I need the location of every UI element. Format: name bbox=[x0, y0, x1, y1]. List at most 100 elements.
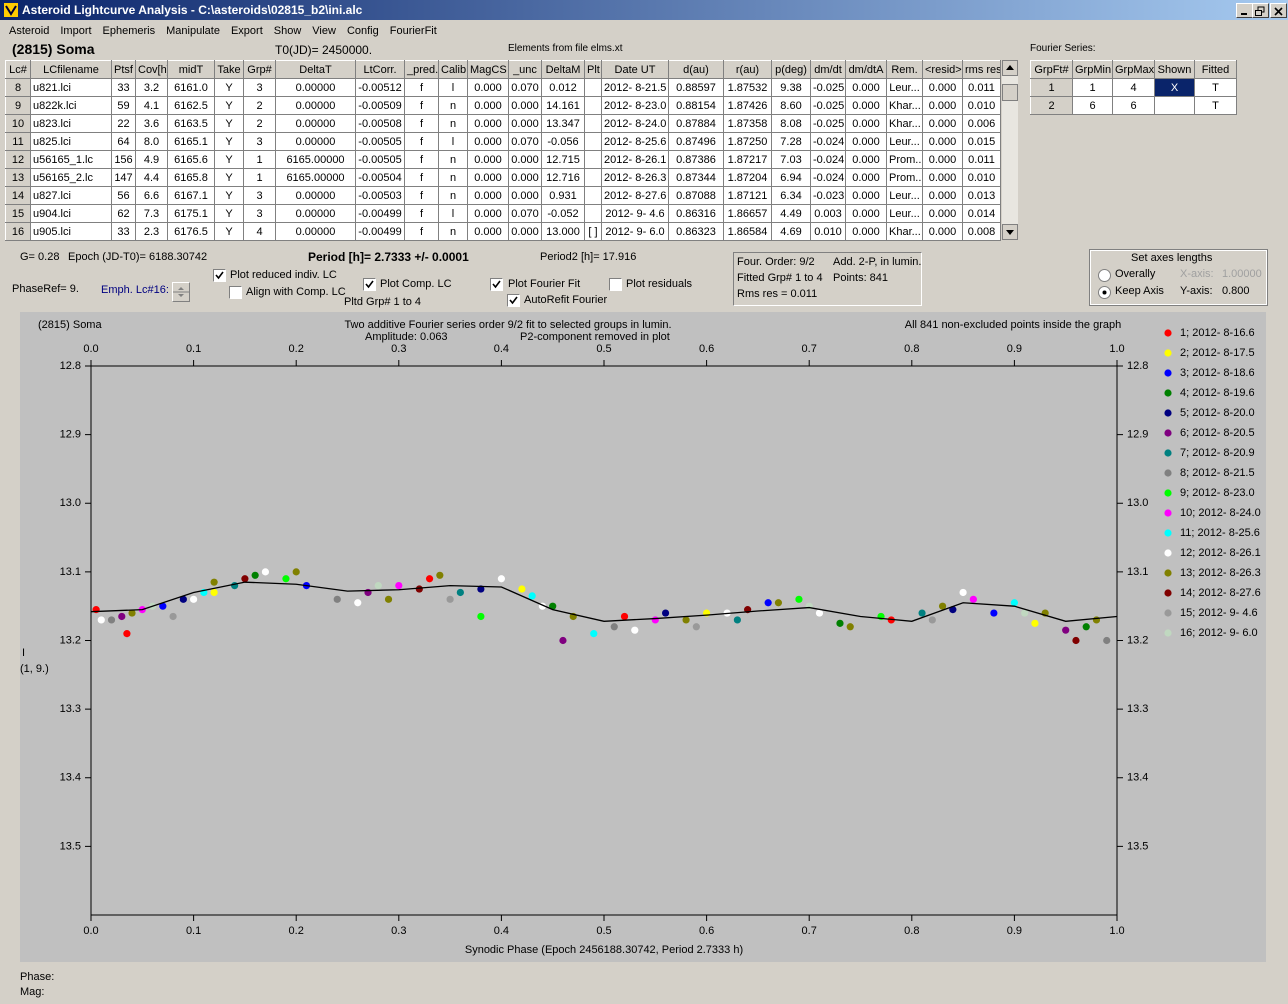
table-cell[interactable]: 0.000 bbox=[508, 222, 542, 241]
table-cell[interactable]: 0.010 bbox=[962, 168, 1001, 187]
table-cell[interactable]: Y bbox=[214, 150, 244, 169]
table-cell[interactable]: 0.000 bbox=[467, 222, 509, 241]
table-cell[interactable]: 1.86584 bbox=[723, 222, 772, 241]
column-header[interactable]: DeltaT bbox=[275, 60, 356, 79]
checkbox[interactable] bbox=[490, 278, 503, 291]
table-cell[interactable]: n bbox=[438, 168, 468, 187]
table-cell[interactable]: u822k.lci bbox=[30, 96, 112, 115]
table-cell[interactable]: 33 bbox=[111, 222, 136, 241]
column-header[interactable]: Rem. bbox=[886, 60, 923, 79]
table-cell[interactable]: 0.000 bbox=[922, 114, 963, 133]
menu-item[interactable]: Ephemeris bbox=[102, 25, 156, 37]
table-cell[interactable]: -0.00508 bbox=[355, 114, 405, 133]
table-cell[interactable]: 0.070 bbox=[508, 204, 542, 223]
menu-item[interactable]: Show bbox=[273, 25, 302, 37]
table-cell[interactable]: 0.000 bbox=[467, 168, 509, 187]
table-cell[interactable]: 10 bbox=[5, 114, 31, 133]
table-cell[interactable]: n bbox=[438, 114, 468, 133]
table-cell[interactable]: 3.6 bbox=[135, 114, 168, 133]
table-cell[interactable]: f bbox=[404, 222, 439, 241]
spin-button[interactable] bbox=[172, 282, 190, 302]
table-cell[interactable]: -0.025 bbox=[810, 114, 846, 133]
table-cell[interactable]: u823.lci bbox=[30, 114, 112, 133]
table-cell[interactable]: 0.013 bbox=[962, 186, 1001, 205]
table-cell[interactable]: 1.87358 bbox=[723, 114, 772, 133]
table-cell[interactable]: n bbox=[438, 150, 468, 169]
table-cell[interactable]: 6176.5 bbox=[167, 222, 215, 241]
column-header[interactable]: midT bbox=[167, 60, 215, 79]
column-header[interactable]: _unc bbox=[508, 60, 542, 79]
table-cell[interactable]: 0.86323 bbox=[668, 222, 724, 241]
table-cell[interactable]: 4.9 bbox=[135, 150, 168, 169]
table-cell[interactable]: 4.4 bbox=[135, 168, 168, 187]
table-cell[interactable]: 13.000 bbox=[541, 222, 585, 241]
column-header[interactable]: _pred. bbox=[404, 60, 439, 79]
table-cell[interactable]: -0.024 bbox=[810, 168, 846, 187]
table-cell[interactable]: 0.000 bbox=[922, 168, 963, 187]
table-cell[interactable]: 6162.5 bbox=[167, 96, 215, 115]
table-cell[interactable]: f bbox=[404, 114, 439, 133]
table-cell[interactable]: 0.88154 bbox=[668, 96, 724, 115]
table-cell[interactable]: Khar... bbox=[886, 222, 923, 241]
checkbox[interactable] bbox=[213, 269, 226, 282]
column-header[interactable]: rms res bbox=[962, 60, 1001, 79]
column-header[interactable]: Calib bbox=[438, 60, 468, 79]
table-cell[interactable]: -0.056 bbox=[541, 132, 585, 151]
table-cell[interactable]: u905.lci bbox=[30, 222, 112, 241]
table-cell[interactable]: T bbox=[1194, 78, 1237, 97]
table-cell[interactable]: 3 bbox=[243, 204, 276, 223]
table-cell[interactable]: 15 bbox=[5, 204, 31, 223]
table-cell[interactable]: 0.000 bbox=[845, 168, 887, 187]
table-cell[interactable]: Y bbox=[214, 114, 244, 133]
menu-item[interactable]: Import bbox=[60, 25, 92, 37]
table-cell[interactable]: 8.0 bbox=[135, 132, 168, 151]
table-cell[interactable]: 3 bbox=[243, 132, 276, 151]
table-cell[interactable]: 2 bbox=[1030, 96, 1073, 115]
table-cell[interactable]: 6 bbox=[1112, 96, 1155, 115]
menu-item[interactable]: View bbox=[312, 25, 336, 37]
table-cell[interactable]: u827.lci bbox=[30, 186, 112, 205]
table-cell[interactable]: 12 bbox=[5, 150, 31, 169]
table-cell[interactable]: 0.000 bbox=[922, 186, 963, 205]
table-cell[interactable]: -0.025 bbox=[810, 96, 846, 115]
column-header[interactable]: r(au) bbox=[723, 60, 772, 79]
table-cell[interactable]: 147 bbox=[111, 168, 136, 187]
table-cell[interactable]: T bbox=[1194, 96, 1237, 115]
table-cell[interactable]: 0.000 bbox=[508, 96, 542, 115]
table-cell[interactable]: 1.87426 bbox=[723, 96, 772, 115]
table-cell[interactable]: 0.000 bbox=[845, 186, 887, 205]
table-cell[interactable]: 12.716 bbox=[541, 168, 585, 187]
table-cell[interactable]: Khar... bbox=[886, 96, 923, 115]
menu-item[interactable]: Config bbox=[346, 25, 379, 37]
table-cell[interactable]: -0.00504 bbox=[355, 168, 405, 187]
table-cell[interactable]: 0.070 bbox=[508, 132, 542, 151]
table-cell[interactable] bbox=[584, 132, 602, 151]
menu-item[interactable]: Manipulate bbox=[166, 25, 220, 37]
checkbox[interactable] bbox=[229, 286, 242, 299]
table-cell[interactable]: 1.87250 bbox=[723, 132, 772, 151]
table-cell[interactable]: 0.070 bbox=[508, 78, 542, 97]
menu-item[interactable]: Asteroid bbox=[9, 25, 50, 37]
table-cell[interactable]: 13 bbox=[5, 168, 31, 187]
table-cell[interactable]: 0.000 bbox=[467, 150, 509, 169]
table-cell[interactable]: 2012- 8-25.6 bbox=[601, 132, 669, 151]
column-header[interactable]: GrpMin bbox=[1072, 60, 1113, 79]
table-cell[interactable]: f bbox=[404, 186, 439, 205]
table-cell[interactable]: 0.88597 bbox=[668, 78, 724, 97]
table-cell[interactable]: -0.00499 bbox=[355, 222, 405, 241]
table-cell[interactable]: -0.023 bbox=[810, 186, 846, 205]
table-cell[interactable]: 8.60 bbox=[771, 96, 811, 115]
table-cell[interactable]: 0.86316 bbox=[668, 204, 724, 223]
table-cell[interactable]: 7.03 bbox=[771, 150, 811, 169]
table-cell[interactable]: 14.161 bbox=[541, 96, 585, 115]
table-cell[interactable] bbox=[584, 96, 602, 115]
table-cell[interactable]: 6.94 bbox=[771, 168, 811, 187]
table-cell[interactable]: 0.87386 bbox=[668, 150, 724, 169]
table-cell[interactable]: f bbox=[404, 150, 439, 169]
table-cell[interactable]: 3 bbox=[243, 186, 276, 205]
table-cell[interactable]: 8.08 bbox=[771, 114, 811, 133]
table-cell[interactable] bbox=[584, 114, 602, 133]
table-cell[interactable]: Y bbox=[214, 222, 244, 241]
table-cell[interactable]: 0.014 bbox=[962, 204, 1001, 223]
table-cell[interactable]: 0.000 bbox=[922, 132, 963, 151]
